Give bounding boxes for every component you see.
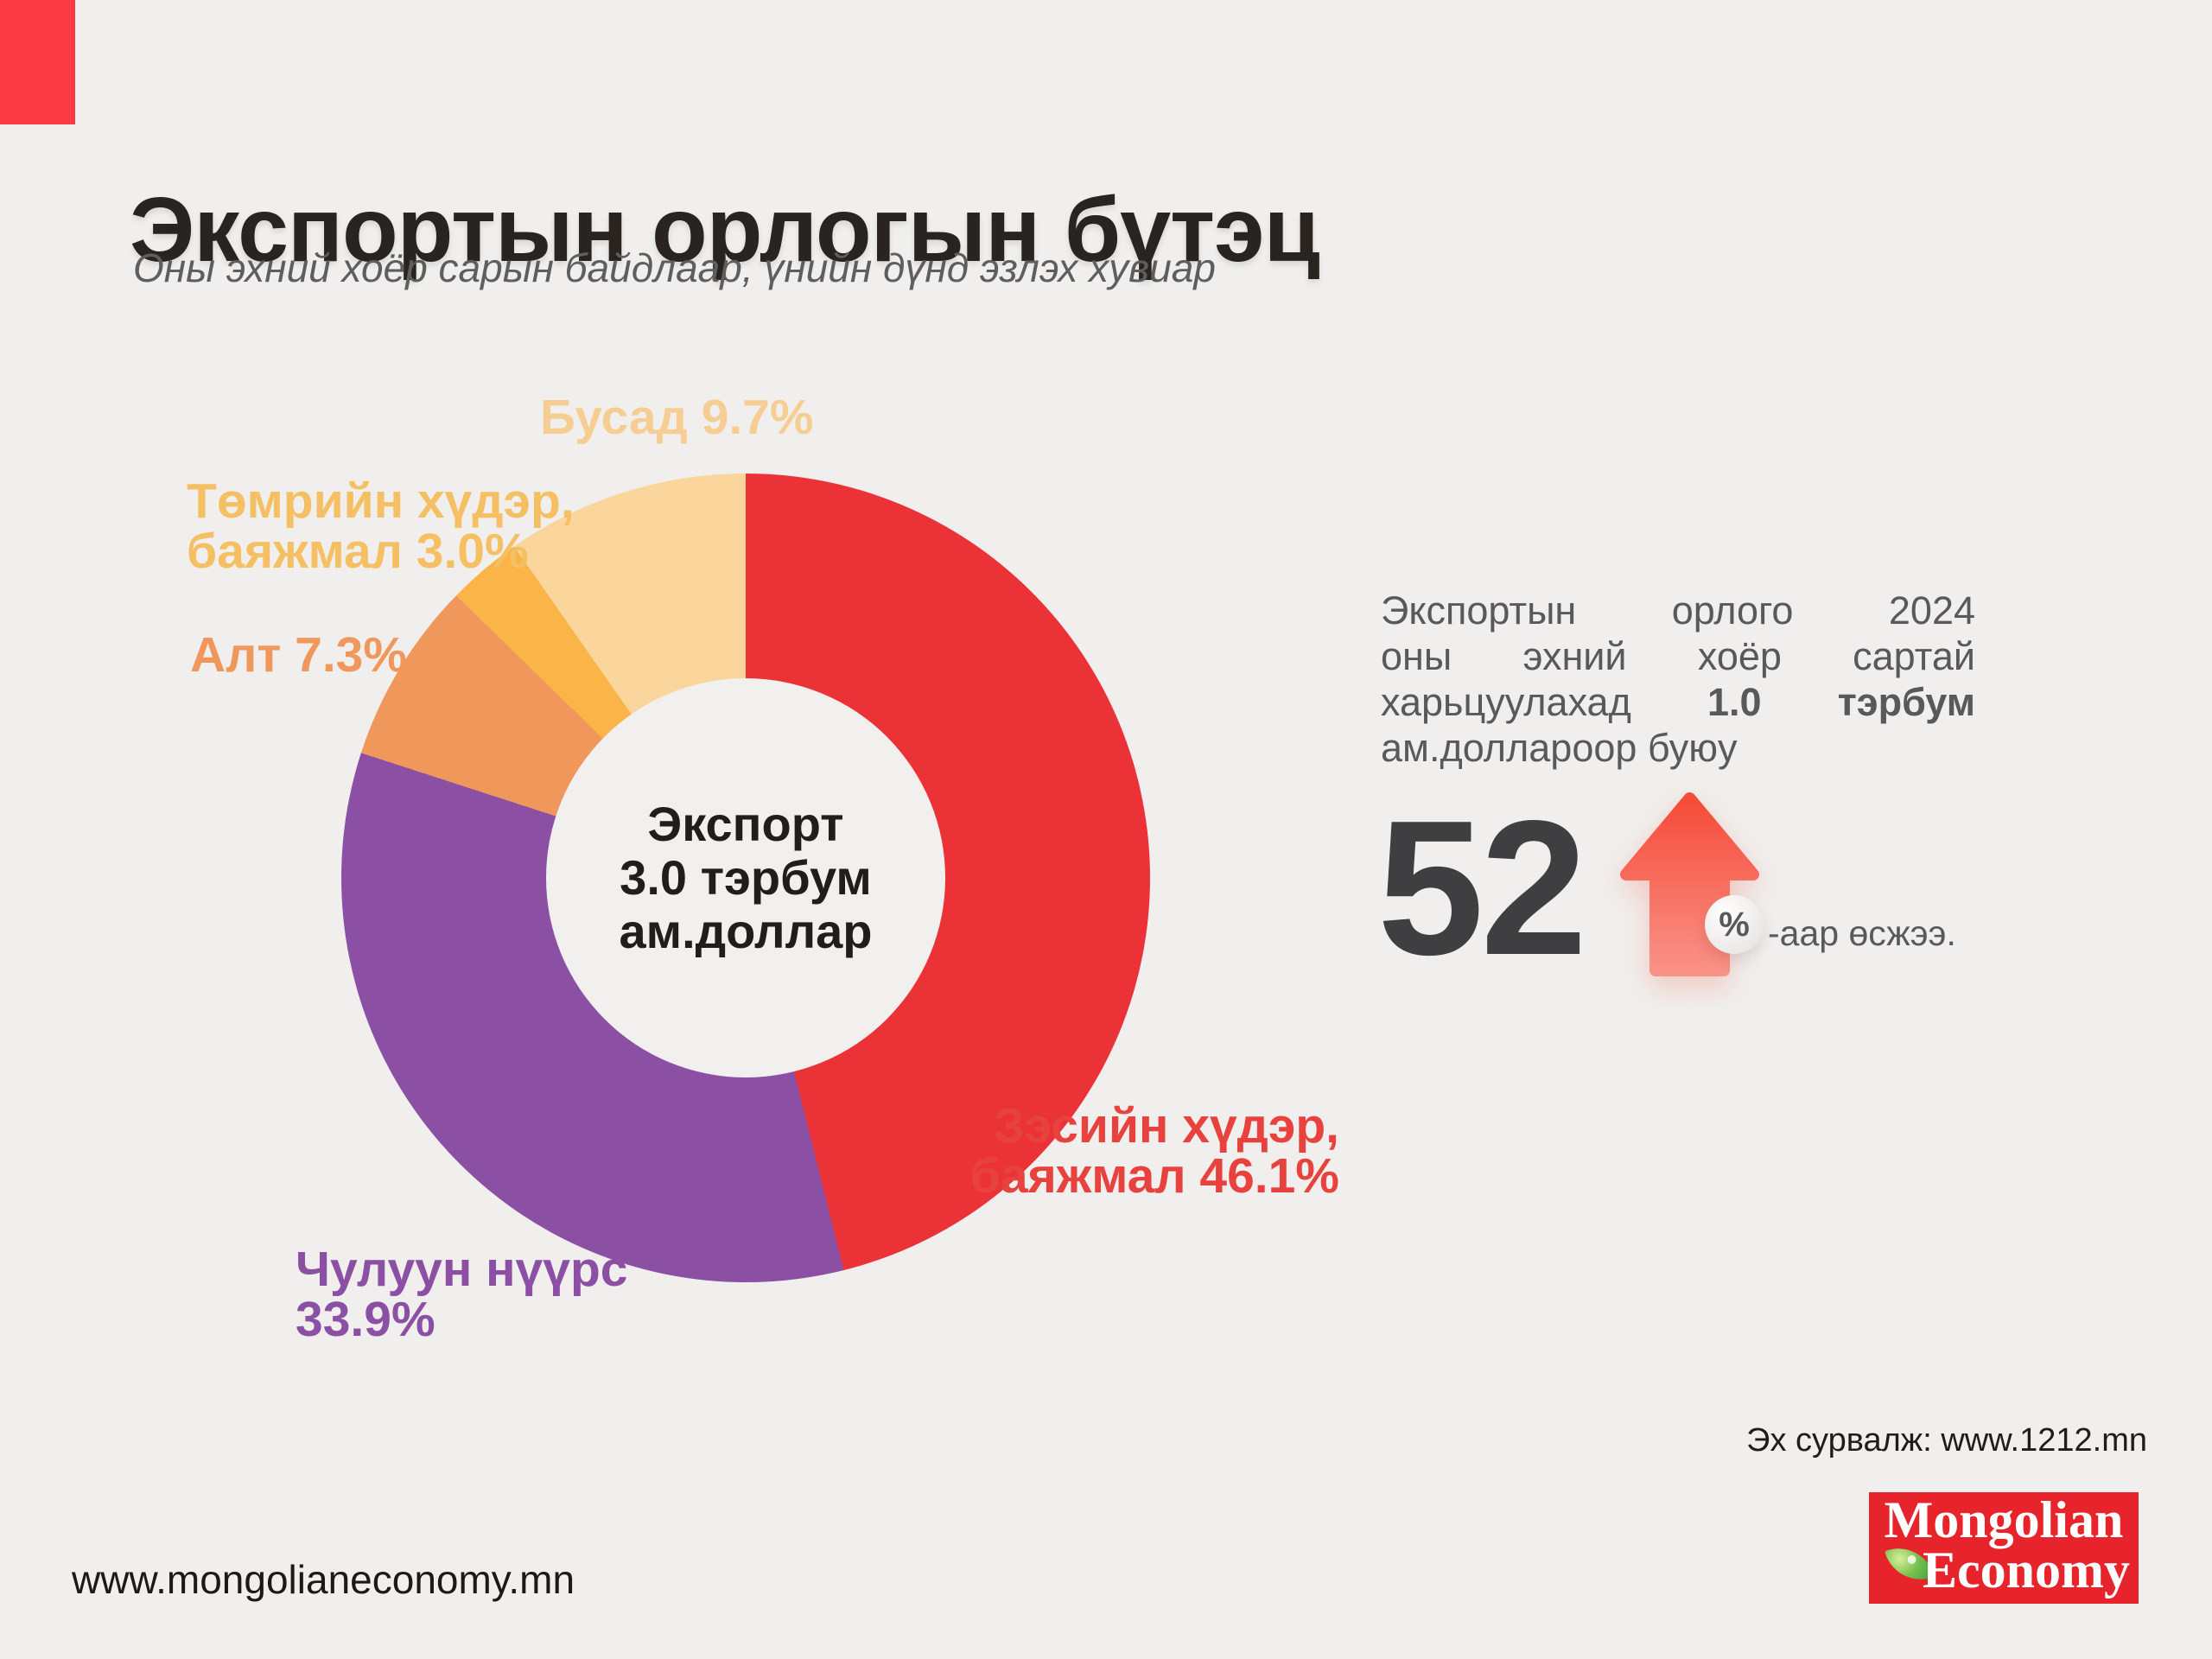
paragraph-line-2: оны эхний хоёр сартай <box>1381 633 1975 679</box>
donut-chart: Экспорт 3.0 тэрбум ам.доллар <box>341 474 1150 1282</box>
slice-label-busad-line: Бусад 9.7% <box>540 390 814 445</box>
word: орлого <box>1671 588 1794 632</box>
paragraph-line-4: ам.доллароор буюу <box>1381 725 1975 771</box>
slice-label-iron-line1: Төмрийн хүдэр, <box>187 474 575 529</box>
percent-badge: % <box>1705 895 1764 954</box>
word: 2024 <box>1888 588 1975 632</box>
word: эхний <box>1522 634 1627 678</box>
word: Экспортын <box>1381 588 1577 632</box>
word: ам.доллароор буюу <box>1381 726 1738 770</box>
slice-label-gold-line: Алт 7.3% <box>190 627 408 683</box>
slice-label-coal: Чулуун нүүрс 33.9% <box>296 1244 627 1344</box>
summary-paragraph: Экспортын орлого 2024 оны эхний хоёр сар… <box>1381 588 1975 771</box>
paragraph-line-1: Экспортын орлого 2024 <box>1381 588 1975 633</box>
slice-label-iron-ore: Төмрийн хүдэр, баяжмал 3.0% <box>187 476 575 576</box>
corner-accent-block <box>0 0 75 124</box>
center-line-3: ам.доллар <box>619 904 873 958</box>
word: харьцуулахад <box>1381 680 1631 724</box>
slice-label-busad: Бусад 9.7% <box>540 392 814 442</box>
center-line-2: 3.0 тэрбум <box>620 850 872 905</box>
center-line-1: Экспорт <box>647 797 844 851</box>
slice-label-coal-line2: 33.9% <box>296 1292 435 1347</box>
slice-label-copper-line2: баяжмал 46.1% <box>969 1148 1339 1204</box>
donut-center-label: Экспорт 3.0 тэрбум ам.доллар <box>620 798 873 958</box>
page-title: Экспортын орлогын бүтэц <box>130 179 1320 282</box>
word: оны <box>1381 634 1452 678</box>
leaf-droplet <box>1906 1554 1917 1566</box>
growth-suffix-text: -аар өсжээ. <box>1768 913 1956 953</box>
highlight-value: 1.0 <box>1707 680 1762 724</box>
donut-hole: Экспорт 3.0 тэрбум ам.доллар <box>546 678 945 1077</box>
slice-label-gold: Алт 7.3% <box>190 630 407 680</box>
logo-text-line1: Mongolian <box>1884 1491 2124 1548</box>
mongolian-economy-logo: Mongolian Economy <box>1869 1492 2139 1604</box>
word: хоёр <box>1697 634 1782 678</box>
logo-text-line2: Economy <box>1923 1541 2130 1599</box>
growth-value: 52 <box>1377 781 1587 995</box>
footer-website-url: www.mongolianeconomy.mn <box>72 1557 575 1602</box>
slice-label-iron-line2: баяжмал 3.0% <box>187 524 529 579</box>
source-attribution: Эх сурвалж: www.1212.mn <box>1746 1422 2147 1459</box>
paragraph-line-3: харьцуулахад 1.0 тэрбум <box>1381 679 1975 725</box>
page-subtitle: Оны эхний хоёр сарын байдлаар, үнийн дүн… <box>133 245 1216 290</box>
highlight-unit: тэрбум <box>1837 680 1975 724</box>
slice-label-coal-line1: Чулуун нүүрс <box>296 1242 628 1297</box>
percent-symbol: % <box>1719 905 1750 944</box>
slice-label-copper-line1: Зэсийн хүдэр, <box>993 1098 1339 1154</box>
slice-label-copper: Зэсийн хүдэр, баяжмал 46.1% <box>950 1101 1339 1201</box>
word: сартай <box>1853 634 1975 678</box>
